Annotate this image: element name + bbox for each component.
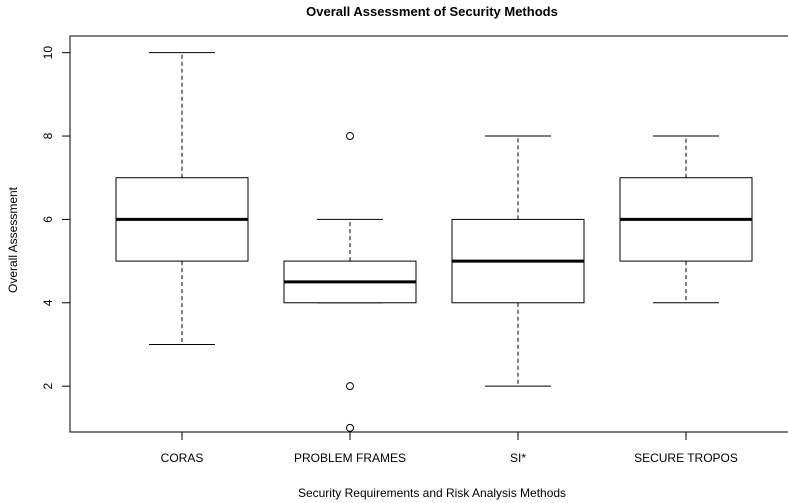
x-axis-label: Security Requirements and Risk Analysis … bbox=[298, 486, 566, 500]
y-tick-label: 6 bbox=[41, 216, 55, 223]
box-group bbox=[115, 52, 249, 345]
box-group bbox=[451, 135, 585, 387]
y-tick-label: 2 bbox=[41, 382, 55, 389]
box-group bbox=[619, 135, 753, 304]
box-group bbox=[283, 132, 417, 432]
x-tick-label: CORAS bbox=[161, 451, 204, 465]
y-tick-label: 8 bbox=[41, 132, 55, 139]
outlier-point bbox=[346, 382, 354, 391]
x-tick-label: SI* bbox=[510, 451, 526, 465]
plot-frame bbox=[69, 35, 788, 433]
y-tick-label: 4 bbox=[41, 299, 55, 306]
x-axis: CORAS PROBLEM FRAMES SI* SECURE TROPOS bbox=[161, 432, 738, 465]
outlier-point bbox=[346, 132, 354, 141]
boxes bbox=[115, 52, 753, 432]
x-tick-label: SECURE TROPOS bbox=[634, 451, 738, 465]
y-axis-label: Overall Assessment bbox=[6, 186, 20, 293]
chart-title: Overall Assessment of Security Methods bbox=[306, 4, 558, 19]
y-axis: 2 4 6 8 10 bbox=[41, 46, 70, 389]
x-tick-label: PROBLEM FRAMES bbox=[294, 451, 406, 465]
y-tick-label: 10 bbox=[41, 46, 55, 60]
outlier-point bbox=[346, 423, 354, 432]
